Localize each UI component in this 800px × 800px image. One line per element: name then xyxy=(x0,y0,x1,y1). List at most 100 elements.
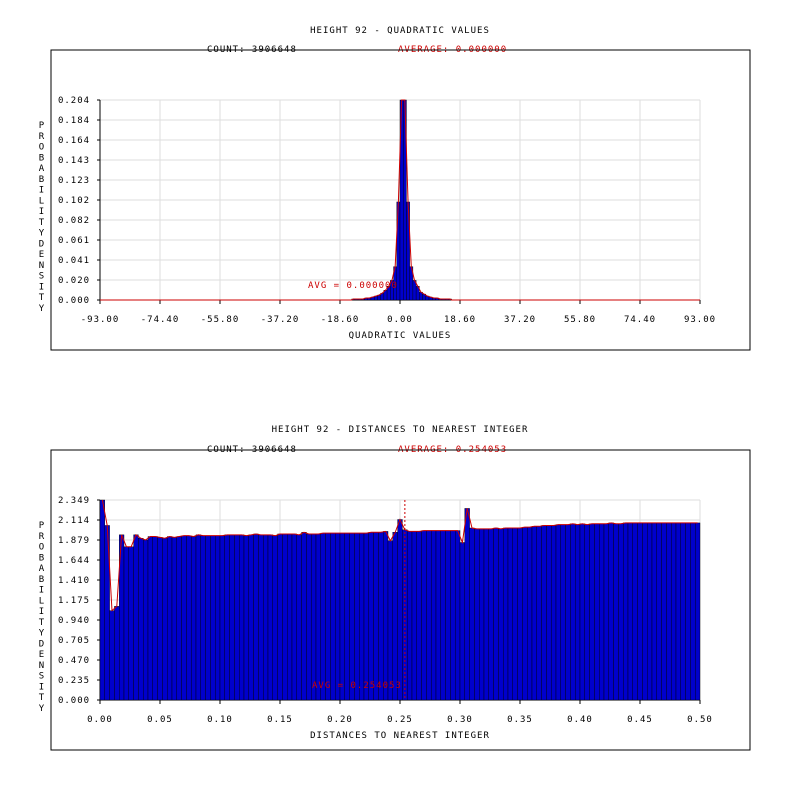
y-tick-label: 0.705 xyxy=(58,636,90,646)
y-tick-label: 1.175 xyxy=(58,596,90,606)
bar xyxy=(522,526,528,701)
y-tick-label: 0.102 xyxy=(58,196,90,206)
y-label-letter: A xyxy=(39,564,45,574)
bar xyxy=(632,522,638,701)
bar xyxy=(440,530,446,701)
bar xyxy=(162,538,168,701)
bars xyxy=(351,99,452,301)
y-tick-label: 0.020 xyxy=(58,276,90,286)
bar xyxy=(661,522,667,701)
bar xyxy=(176,536,182,701)
bar xyxy=(608,522,614,701)
x-tick-label: -37.20 xyxy=(261,315,300,325)
y-label-letter: B xyxy=(39,575,45,585)
bar xyxy=(579,523,585,701)
x-tick-label: 37.20 xyxy=(504,315,536,325)
bar xyxy=(181,535,187,701)
y-label-letter: I xyxy=(39,186,45,196)
panel-distances: HEIGHT 92 - DISTANCES TO NEAREST INTEGER… xyxy=(39,425,751,751)
bar xyxy=(493,527,499,701)
y-tick-label: 1.410 xyxy=(58,576,90,586)
bar xyxy=(229,534,235,701)
bar xyxy=(594,523,600,701)
bar xyxy=(416,531,422,701)
bar xyxy=(546,525,552,701)
bar xyxy=(128,546,134,701)
bar xyxy=(373,532,379,701)
y-label-letter: L xyxy=(39,596,45,606)
y-tick-label: 0.940 xyxy=(58,616,90,626)
bar xyxy=(114,606,120,701)
bar xyxy=(599,523,605,701)
bar xyxy=(243,535,250,701)
bar xyxy=(195,534,202,701)
y-label-letter: T xyxy=(39,693,45,703)
bar xyxy=(349,532,355,701)
y-tick-label: 0.000 xyxy=(58,696,90,706)
bar xyxy=(623,522,629,701)
x-tick-label: 0.15 xyxy=(267,715,293,725)
bar xyxy=(133,534,139,701)
y-tick-labels: 0.000 0.235 0.470 0.705 0.940 1.175 1.410 1.644… xyxy=(58,496,90,706)
x-tick-label: -55.80 xyxy=(201,315,240,325)
bar xyxy=(666,522,672,701)
bar xyxy=(695,522,701,701)
bar xyxy=(483,528,490,701)
bar xyxy=(296,534,302,701)
avg-marker-label: AVG = 0.254053 xyxy=(312,681,402,691)
x-tick-label: 93.00 xyxy=(684,315,716,325)
bar xyxy=(234,534,240,701)
bar xyxy=(392,532,398,701)
bar xyxy=(186,535,192,701)
y-tick-label: 0.235 xyxy=(58,676,90,686)
y-tick-label: 0.061 xyxy=(58,236,90,246)
x-tick-label: -74.40 xyxy=(141,315,180,325)
y-tick-label: 0.164 xyxy=(58,136,90,146)
y-label-letter: P xyxy=(39,521,45,531)
bar xyxy=(258,534,264,701)
bar xyxy=(248,534,254,701)
density-line xyxy=(100,99,700,301)
y-label-letter: E xyxy=(39,250,45,260)
y-label-letter: I xyxy=(39,586,45,596)
x-tick-label: 55.80 xyxy=(564,315,596,325)
bar xyxy=(272,535,278,701)
bar xyxy=(560,524,566,701)
bar xyxy=(488,528,494,701)
bar xyxy=(263,534,269,701)
y-label-letter: S xyxy=(39,672,45,682)
y-label-letter: O xyxy=(39,143,45,153)
y-label-letter: Y xyxy=(39,229,45,239)
y-label-letter: I xyxy=(39,607,45,617)
y-tick-label: 2.114 xyxy=(58,516,90,526)
bar xyxy=(301,532,307,701)
bar xyxy=(123,546,130,701)
y-label-letter: L xyxy=(39,196,45,206)
bar xyxy=(503,527,509,701)
bar xyxy=(555,524,561,701)
x-tick-label: 18.60 xyxy=(444,315,476,325)
y-label-letter: B xyxy=(39,175,45,185)
y-tick-label: 0.204 xyxy=(58,96,90,106)
y-label-letter: Y xyxy=(39,304,45,314)
bar xyxy=(603,523,609,701)
y-label-letter: I xyxy=(39,207,45,217)
bar xyxy=(378,532,384,701)
x-tick-label: 0.00 xyxy=(87,715,113,725)
bar xyxy=(474,528,480,701)
panel-frame xyxy=(50,49,751,351)
bar xyxy=(219,535,226,701)
bar xyxy=(469,527,475,701)
bar xyxy=(210,535,216,701)
bar xyxy=(354,532,360,701)
bar xyxy=(306,533,312,701)
bar xyxy=(238,534,245,701)
bar xyxy=(387,540,394,701)
bar xyxy=(325,532,331,701)
bar xyxy=(575,524,581,701)
bar xyxy=(152,536,158,701)
y-label-letter: N xyxy=(39,661,45,671)
bar xyxy=(109,610,115,701)
bar xyxy=(402,529,408,701)
